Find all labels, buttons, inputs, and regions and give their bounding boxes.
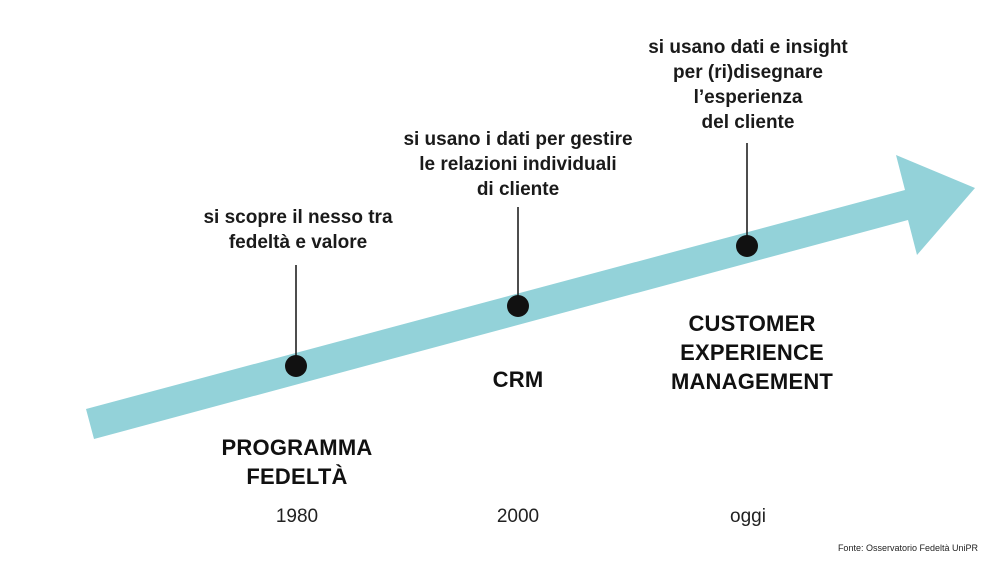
milestone-year-2000: 2000 — [496, 506, 540, 527]
timeline-arrow — [86, 155, 975, 439]
milestone-note-1980: si scopre il nesso tra fedeltà e valore — [203, 207, 393, 253]
milestone-note-oggi: si usano dati e insight per (ri)disegnar… — [648, 37, 848, 133]
milestone-dot-2000 — [507, 295, 529, 317]
milestone-stage-1980: PROGRAMMA FEDELTÀ — [221, 435, 373, 489]
milestone-dot-1980 — [285, 355, 307, 377]
source-note: Fonte: Osservatorio Fedeltà UniPR — [837, 543, 978, 553]
milestone-note-2000: si usano i dati per gestire le relazioni… — [403, 129, 633, 200]
milestone-year-1980: 1980 — [275, 506, 319, 527]
milestone-year-oggi: oggi — [730, 506, 766, 527]
milestone-stage-2000: CRM — [492, 367, 544, 392]
milestone-stage-oggi: CUSTOMER EXPERIENCE MANAGEMENT — [670, 311, 834, 394]
milestone-dot-oggi — [736, 235, 758, 257]
